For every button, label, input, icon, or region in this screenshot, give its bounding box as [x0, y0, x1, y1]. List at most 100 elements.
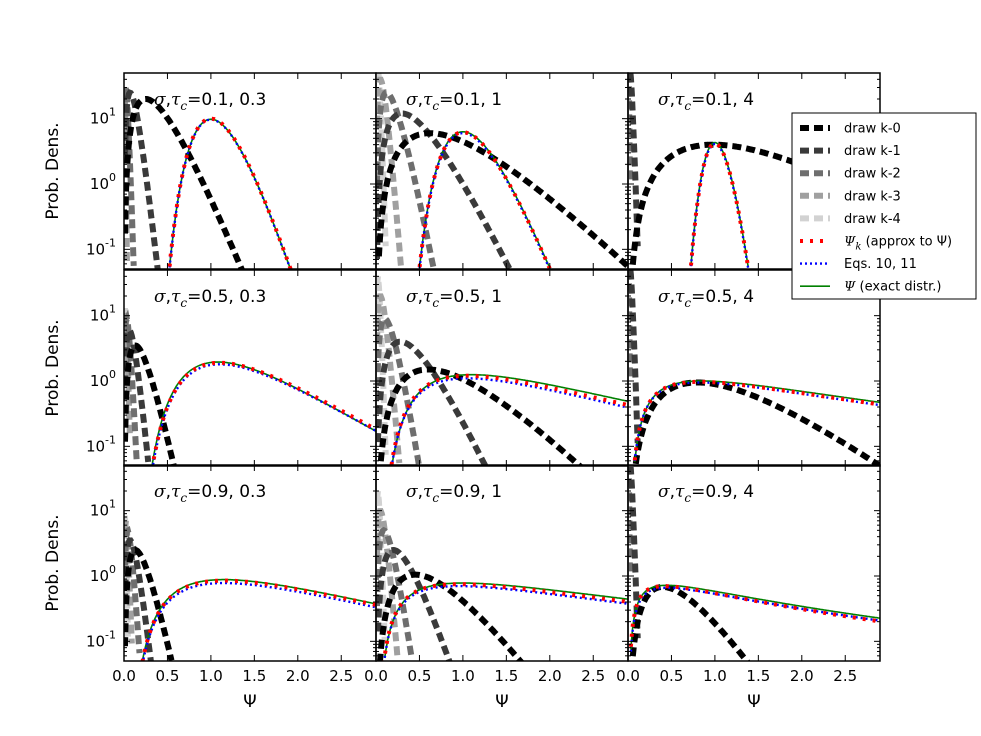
y-axis-label: Prob. Dens. [43, 319, 63, 416]
exact-distr-line [418, 131, 552, 269]
legend-entry-label: draw k-4 [844, 212, 901, 227]
panel-title: σ,τc=0.9, 4 [658, 482, 754, 505]
x-tick-label: 1.5 [242, 667, 266, 685]
draw-k1-line [376, 338, 489, 466]
psi-k-line [150, 360, 376, 466]
eqs-10-11-line [390, 377, 628, 466]
panel-title: σ,τc=0.5, 4 [658, 287, 754, 310]
panel-curves [124, 307, 376, 466]
eqs-10-11-line [689, 142, 750, 269]
draw-k1-line [628, 270, 641, 444]
x-tick-label: 0.0 [364, 667, 388, 685]
panel-frame [627, 269, 881, 467]
legend-entry-label: draw k-3 [844, 189, 901, 204]
psi-k-line [689, 141, 751, 268]
draw-k1-line [124, 536, 154, 661]
draw-k2-line [628, 283, 633, 380]
legend-entry-label: Eqs. 10, 11 [844, 257, 917, 272]
y-tick-label: 100 [90, 563, 116, 585]
x-tick-label: 1.5 [494, 667, 518, 685]
legend-box [791, 112, 977, 300]
eqs-10-11-line [141, 581, 376, 661]
draw-k4-line [376, 276, 389, 455]
legend-entry-label: Ψk (approx to Ψ) [844, 235, 952, 253]
eqs-10-11-line [151, 363, 376, 465]
x-tick-label: 0.5 [660, 667, 684, 685]
psi-k-line [167, 116, 293, 269]
draw-k3-line [376, 293, 403, 464]
panel-title: σ,τc=0.1, 0.3 [154, 90, 266, 113]
panel-curves [376, 73, 628, 269]
psi-k-line [382, 582, 628, 661]
y-tick-label: 10-1 [86, 628, 116, 650]
panel-title: σ,τc=0.9, 1 [406, 482, 502, 505]
draw-k3-line [376, 76, 405, 269]
exact-distr-line [634, 380, 880, 462]
legend-entry-label: draw k-1 [844, 144, 901, 159]
panel-2: σ,τc=0.1, 1 [375, 72, 629, 270]
panel-5: σ,τc=0.5, 1 [375, 269, 629, 467]
x-tick-label: 2.0 [538, 667, 562, 685]
x-tick-label: 2.5 [581, 667, 605, 685]
eqs-10-11-line [168, 118, 292, 269]
x-tick-label: 0.5 [156, 667, 180, 685]
panel-9: 0.0 0.5 1.0 1.5 2.0 2.5 Ψσ,τc=0.9, 4 [616, 464, 881, 712]
panel-title: σ,τc=0.5, 1 [406, 287, 502, 310]
y-tick-label: 100 [90, 368, 116, 390]
panel-title: σ,τc=0.1, 4 [658, 90, 754, 113]
x-tick-label: 1.0 [703, 667, 727, 685]
exact-distr-line [141, 578, 376, 661]
x-tick-label: 0.5 [408, 667, 432, 685]
exact-distr-line [383, 582, 628, 659]
panel-title: σ,τc=0.5, 0.3 [154, 287, 266, 310]
draw-k0-line [632, 379, 880, 466]
x-tick-label: 0.0 [616, 667, 640, 685]
draw-k0-line [124, 342, 177, 466]
draw-k1-line [628, 465, 641, 639]
eqs-10-11-line [418, 132, 551, 269]
panel-8: 0.0 0.5 1.0 1.5 2.0 2.5 Ψσ,τc=0.9, 1 [364, 464, 629, 712]
panel-4: 10-1 100 101 Prob. Dens. σ,τc=0.5, 0.3 [43, 269, 377, 467]
panel-frame [627, 464, 881, 662]
panel-title: σ,τc=0.9, 0.3 [154, 482, 266, 505]
draw-k0-line [377, 366, 585, 466]
panel-1: 10-1 100 101 Prob. Dens. σ,τc=0.1, 0.3 [43, 72, 377, 270]
x-tick-label: 2.5 [329, 667, 353, 685]
y-tick-label: 10-1 [86, 433, 116, 455]
panel-grid: 10-1 100 101 Prob. Dens. σ,τc=0.1, 0.3 σ,τc=0… [43, 72, 881, 712]
draw-k2-line [376, 315, 423, 466]
x-axis-label: Ψ [495, 692, 508, 712]
eqs-10-11-line [629, 586, 880, 652]
x-tick-label: 2.0 [286, 667, 310, 685]
y-axis-label: Prob. Dens. [43, 514, 63, 611]
y-tick-label: 101 [90, 106, 116, 128]
draw-k2-line [628, 86, 633, 183]
panel-curves [376, 491, 628, 661]
panel-title: σ,τc=0.1, 1 [406, 90, 502, 113]
draw-k0-line [376, 130, 628, 269]
draw-k1-line [124, 89, 161, 269]
x-tick-label: 2.0 [790, 667, 814, 685]
panel-curves [376, 276, 628, 466]
exact-distr-line [690, 141, 749, 268]
legend-entry-label: Ψ (exact distr.) [844, 280, 942, 295]
draw-k0-line [124, 546, 175, 661]
eqs-10-11-line [633, 381, 880, 462]
draw-k0-line [377, 571, 525, 661]
draw-k1-line [124, 326, 152, 463]
legend-entry-label: draw k-0 [844, 122, 901, 137]
panel-curves [124, 87, 293, 269]
panel-7: 0.0 0.5 1.0 1.5 2.0 2.5 10-1 100 101 Prob. Dens. Ψ… [43, 464, 377, 712]
x-tick-label: 1.0 [451, 667, 475, 685]
x-tick-label: 2.5 [833, 667, 857, 685]
x-axis-label: Ψ [747, 692, 760, 712]
draw-k2-line [628, 478, 633, 575]
psi-k-line [417, 130, 553, 269]
y-tick-label: 101 [90, 303, 116, 325]
legend: draw k-0 draw k-1 draw k-2 draw k-3 draw k-4… [791, 112, 977, 300]
x-tick-label: 1.5 [746, 667, 770, 685]
draw-k4-line [376, 73, 389, 247]
psi-k-line [628, 584, 880, 647]
psi-k-line [389, 373, 628, 466]
eqs-10-11-line [383, 584, 628, 658]
